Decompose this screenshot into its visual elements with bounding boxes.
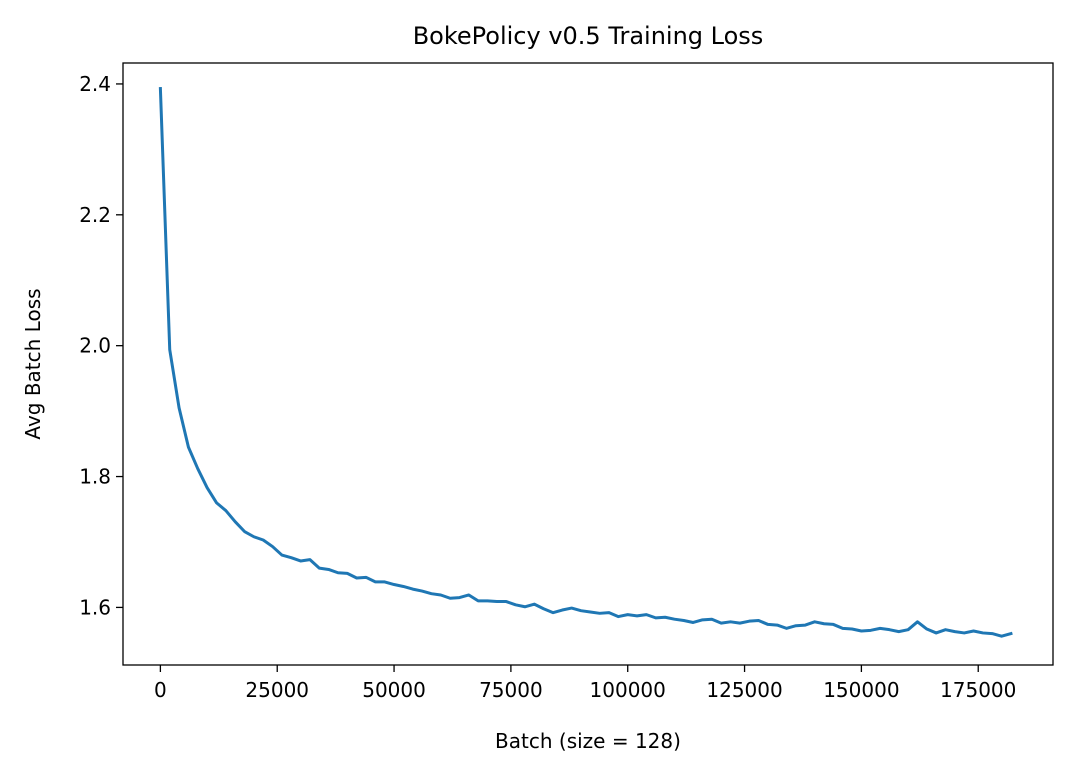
y-axis-title: Avg Batch Loss [21, 288, 45, 439]
plot-area [158, 86, 1013, 638]
x-tick-label: 175000 [940, 678, 1016, 702]
axes-frame [122, 62, 1054, 666]
x-tick-label: 25000 [245, 678, 309, 702]
y-tick-label: 2.0 [79, 334, 111, 358]
x-tick-label: 50000 [362, 678, 426, 702]
x-tick-label: 0 [154, 678, 167, 702]
y-tick-label: 2.2 [79, 203, 111, 227]
axis-ticks: 0 25000 50000 75000 100000 125000 150000 175000… [79, 72, 1016, 702]
chart-title: BokePolicy v0.5 Training Loss [413, 22, 764, 50]
y-tick-label: 2.4 [79, 72, 111, 96]
x-tick-label: 75000 [479, 678, 543, 702]
x-axis-title: Batch (size = 128) [495, 729, 681, 753]
x-tick-label: 100000 [590, 678, 666, 702]
y-tick-label: 1.8 [79, 465, 111, 489]
x-tick-label: 150000 [823, 678, 899, 702]
loss-series-line [158, 86, 1013, 638]
x-tick-label: 125000 [706, 678, 782, 702]
y-tick-label: 1.6 [79, 595, 111, 619]
